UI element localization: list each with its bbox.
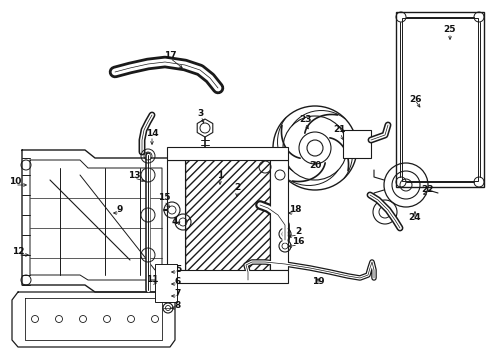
- Text: 5: 5: [175, 266, 181, 274]
- Text: 10: 10: [9, 177, 21, 186]
- Text: 25: 25: [443, 26, 455, 35]
- Text: 20: 20: [308, 161, 321, 170]
- Text: 14: 14: [145, 129, 158, 138]
- Text: 16: 16: [291, 238, 304, 247]
- Bar: [155, 264, 177, 302]
- Text: 3: 3: [198, 108, 203, 117]
- Bar: [184, 155, 269, 275]
- Text: 23: 23: [298, 116, 311, 125]
- Text: 21: 21: [333, 126, 346, 135]
- Text: 8: 8: [175, 302, 181, 310]
- Text: 18: 18: [288, 206, 301, 215]
- Text: 4: 4: [171, 217, 178, 226]
- Text: 11: 11: [145, 275, 158, 284]
- Bar: [401, 18, 477, 181]
- Text: 2: 2: [294, 228, 301, 237]
- Text: 17: 17: [163, 50, 176, 59]
- Bar: [342, 130, 370, 158]
- Text: 26: 26: [408, 95, 420, 104]
- Bar: [167, 147, 287, 160]
- Text: 7: 7: [174, 289, 181, 298]
- Text: 24: 24: [408, 213, 421, 222]
- Bar: [269, 160, 287, 270]
- Text: 1: 1: [217, 171, 223, 180]
- Bar: [395, 12, 483, 187]
- Text: 15: 15: [158, 194, 170, 202]
- Text: 22: 22: [421, 185, 433, 194]
- Text: 9: 9: [117, 206, 123, 215]
- Bar: [167, 160, 184, 270]
- Text: 13: 13: [127, 171, 140, 180]
- Text: 12: 12: [12, 248, 24, 256]
- Text: 6: 6: [175, 278, 181, 287]
- Bar: [167, 270, 287, 283]
- Text: 2: 2: [233, 184, 240, 193]
- Text: 19: 19: [311, 278, 324, 287]
